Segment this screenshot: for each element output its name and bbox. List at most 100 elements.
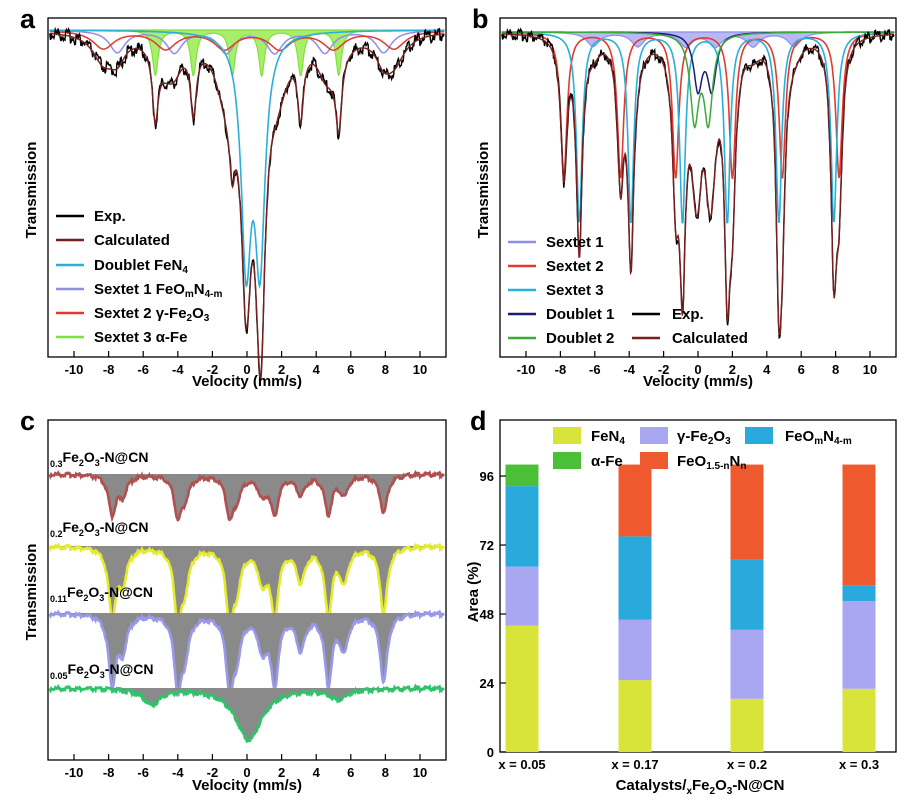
legend-d-feo15nnn: FeO1.5-nNn — [677, 453, 746, 472]
bar-segment — [730, 464, 764, 560]
spectrum-label-0-11: 0.11Fe2O3-N@CN — [50, 584, 153, 604]
b-xtick-label: 2 — [729, 362, 736, 377]
doublet-1-curve — [501, 31, 895, 95]
legend-b-doublet-1: Doublet 1 — [546, 306, 614, 323]
panel-d-legend: FeN4 γ-Fe2O3 FeOmN4-m α-Fe FeO1.5-nNn — [553, 427, 852, 472]
spectrum-0-11-curve — [48, 609, 445, 699]
d-category-label: x = 0.3 — [839, 757, 879, 772]
legend-b-sextet-3: Sextet 3 — [546, 282, 604, 299]
bar-segment — [730, 698, 764, 752]
c-xtick-label: -10 — [65, 765, 84, 780]
c-xtick-label: -6 — [137, 765, 149, 780]
b-xtick-label: 8 — [832, 362, 839, 377]
panel-a-ticks: -10 -8 -6 -4 -2 0 2 4 6 8 10 — [65, 351, 427, 377]
a-xtick-label: 0 — [243, 362, 250, 377]
b-xtick-label: -4 — [623, 362, 635, 377]
calculated-curve — [49, 32, 445, 381]
c-xtick-label: -8 — [103, 765, 115, 780]
b-xtick-label: 4 — [763, 362, 771, 377]
legend-swatch — [745, 427, 773, 444]
c-xtick-label: 6 — [347, 765, 354, 780]
a-xtick-label: -10 — [65, 362, 84, 377]
legend-sextet-3: Sextet 3 α-Fe — [94, 329, 187, 346]
legend-swatch — [553, 427, 581, 444]
d-ytick-label: 48 — [480, 607, 494, 622]
c-xtick-label: 8 — [382, 765, 389, 780]
legend-d-gamma-fe2o3: γ-Fe2O3 — [677, 428, 731, 447]
calculated-curve — [501, 33, 895, 335]
panel-d-label: d — [470, 406, 487, 436]
panel-d-xlabel: Catalysts/xFe2O3-N@CN — [616, 777, 785, 797]
spectrum-0-05-curve — [48, 683, 445, 744]
a-xtick-label: 8 — [382, 362, 389, 377]
legend-swatch — [640, 427, 668, 444]
panel-a-ylabel: Transmission — [23, 142, 40, 239]
legend-d-alpha-fe: α-Fe — [591, 453, 623, 470]
panel-c-ticks: -10 -8 -6 -4 -2 0 2 4 6 8 10 — [65, 754, 427, 780]
panel-b-label: b — [472, 4, 489, 34]
sextet-3-curve — [501, 31, 895, 224]
spectrum-0-05-area — [49, 686, 445, 742]
a-xtick-label: -2 — [207, 362, 219, 377]
legend-doublet-fen4: Doublet FeN4 — [94, 257, 188, 276]
b-xtick-label: -10 — [517, 362, 536, 377]
legend-sextet-1: Sextet 1 FeOmN4-m — [94, 281, 223, 300]
panel-b-curves — [501, 27, 895, 340]
spectrum-0-2-curve — [48, 542, 445, 629]
a-xtick-label: 10 — [413, 362, 427, 377]
bar-segment — [730, 629, 764, 699]
c-xtick-label: 4 — [313, 765, 321, 780]
panel-a-label: a — [20, 4, 36, 34]
bar-segment — [505, 464, 539, 487]
d-category-label: x = 0.05 — [498, 757, 545, 772]
spectrum-0-3-area — [49, 472, 445, 520]
legend-d-feomn4m: FeOmN4-m — [785, 428, 852, 447]
panel-d-bars — [505, 464, 876, 752]
legend-b-exp: Exp. — [672, 306, 704, 323]
c-xtick-label: 0 — [243, 765, 250, 780]
spectrum-0-2-area — [49, 545, 445, 626]
legend-b-sextet-1: Sextet 1 — [546, 234, 604, 251]
a-xtick-label: -8 — [103, 362, 115, 377]
sextet-2-curve — [49, 30, 445, 52]
d-ytick-label: 72 — [480, 538, 494, 553]
spectrum-label-0-2: 0.2Fe2O3-N@CN — [50, 519, 148, 539]
a-xtick-label: 2 — [278, 362, 285, 377]
bar-segment — [842, 585, 876, 602]
b-xtick-label: 10 — [863, 362, 877, 377]
spectrum-label-0-3: 0.3Fe2O3-N@CN — [50, 449, 148, 469]
bar-segment — [730, 559, 764, 630]
bar-segment — [842, 464, 876, 586]
panel-c-curves — [48, 469, 445, 744]
legend-d-fen4: FeN4 — [591, 428, 625, 447]
sextet-2-curve — [501, 32, 895, 180]
panel-d-ylabel: Area (%) — [465, 562, 482, 623]
legend-b-calculated: Calculated — [672, 330, 748, 347]
panel-d-yticks: 0 24 48 72 96 — [480, 469, 506, 760]
b-xtick-label: -2 — [658, 362, 670, 377]
spectrum-label-0-05: 0.05Fe2O3-N@CN — [50, 661, 153, 681]
b-xtick-label: -6 — [589, 362, 601, 377]
legend-exp: Exp. — [94, 208, 126, 225]
d-ytick-label: 96 — [480, 469, 494, 484]
d-category-label: x = 0.17 — [611, 757, 658, 772]
exp-curve — [49, 26, 445, 384]
b-xtick-label: -8 — [555, 362, 567, 377]
a-xtick-label: -4 — [172, 362, 184, 377]
bar-segment — [618, 536, 652, 620]
bar-segment — [842, 688, 876, 752]
legend-swatch — [640, 452, 668, 469]
panel-c-xlabel: Velocity (mm/s) — [192, 777, 302, 794]
a-xtick-label: 6 — [347, 362, 354, 377]
legend-sextet-2: Sextet 2 γ-Fe2O3 — [94, 305, 210, 324]
bar-segment — [618, 680, 652, 752]
a-xtick-label: -6 — [137, 362, 149, 377]
c-xtick-label: -4 — [172, 765, 184, 780]
panel-b-ylabel: Transmission — [475, 142, 492, 239]
panel-b-legend: Sextet 1 Sextet 2 Sextet 3 Doublet 1 Dou… — [508, 234, 748, 347]
panel-c-spectrum-labels: 0.3Fe2O3-N@CN 0.2Fe2O3-N@CN 0.11Fe2O3-N@… — [50, 449, 153, 681]
d-ytick-label: 24 — [480, 676, 495, 691]
legend-calculated: Calculated — [94, 232, 170, 249]
d-ytick-label: 0 — [487, 745, 494, 760]
